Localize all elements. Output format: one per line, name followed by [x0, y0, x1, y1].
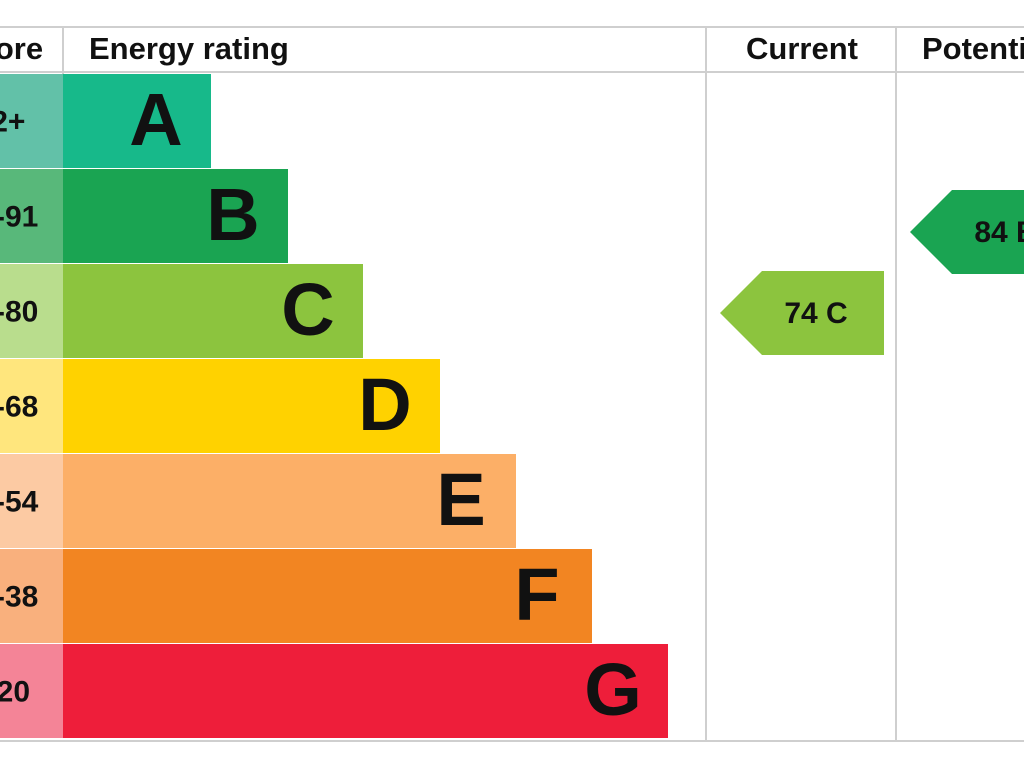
rating-letter: G	[584, 648, 642, 731]
header-score: Score	[0, 31, 43, 66]
rating-bar	[63, 454, 516, 548]
score-range: 81-91	[0, 200, 38, 233]
rating-bar	[63, 169, 288, 263]
header-potential: Potential	[922, 31, 1024, 66]
rating-bar	[63, 74, 211, 168]
header-current: Current	[746, 31, 858, 66]
score-cell	[0, 74, 63, 168]
rating-letter: B	[206, 173, 259, 256]
score-range: 92+	[0, 105, 25, 138]
score-range: 55-68	[0, 390, 38, 423]
rating-letter: A	[129, 78, 182, 161]
score-range: 69-80	[0, 295, 38, 328]
rating-bar	[63, 644, 668, 738]
score-range: 39-54	[0, 485, 39, 518]
score-range: 21-38	[0, 580, 38, 613]
score-cell	[0, 359, 63, 453]
potential-label: 84 B	[974, 216, 1024, 249]
score-range: 1-20	[0, 675, 30, 708]
score-cell	[0, 644, 63, 738]
rating-bar	[63, 549, 592, 643]
potential-arrow	[910, 190, 1024, 274]
rating-letter: E	[436, 458, 485, 541]
rating-letter: D	[358, 363, 411, 446]
current-arrow	[720, 271, 884, 355]
score-cell	[0, 454, 63, 548]
score-cell	[0, 264, 63, 358]
score-cell	[0, 549, 63, 643]
rating-bar	[63, 359, 440, 453]
rating-letter: F	[514, 553, 559, 636]
current-label: 74 C	[784, 297, 847, 330]
rating-letter: C	[281, 268, 334, 351]
header-energy-rating: Energy rating	[89, 31, 289, 66]
rating-bar	[63, 264, 363, 358]
score-cell	[0, 169, 63, 263]
